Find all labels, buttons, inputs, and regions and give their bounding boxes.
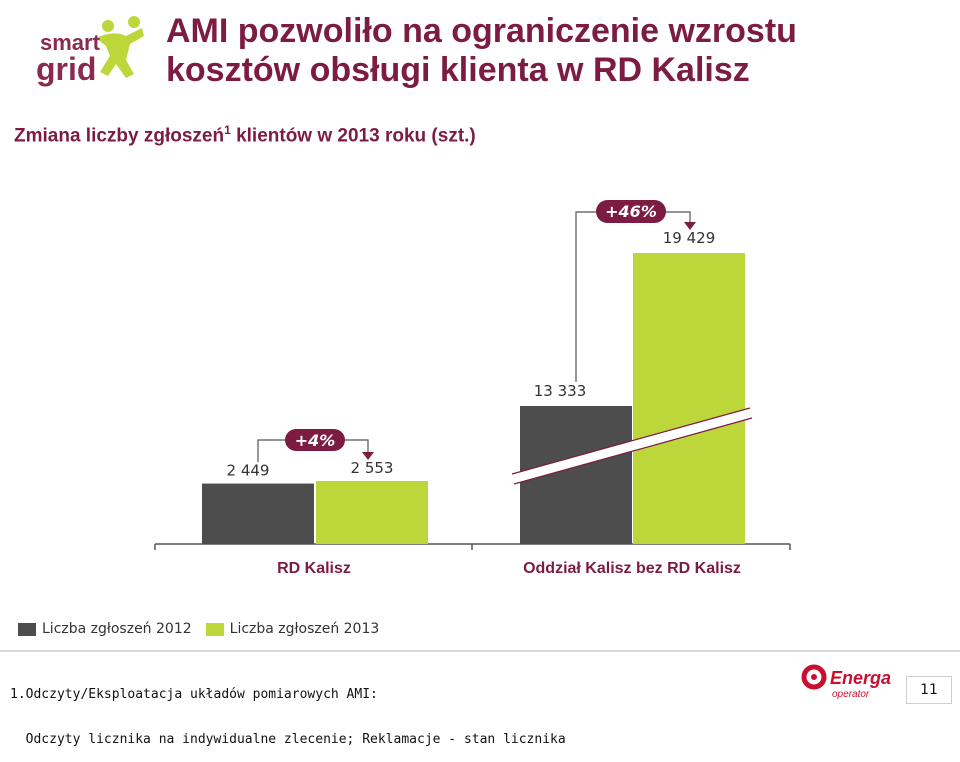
growth-badge-rd-kalisz xyxy=(285,429,345,451)
logo-text-grid: grid xyxy=(36,51,96,87)
title-line-2: kosztów obsługi klienta w RD Kalisz xyxy=(166,51,750,89)
logo-text-smart: smart xyxy=(40,30,101,55)
subtitle-rest: klientów w 2013 roku (szt.) xyxy=(230,125,476,147)
smart-grid-logo: smart grid xyxy=(36,16,144,87)
bar-2013-oddzial-kalisz xyxy=(633,253,745,544)
energa-logo-subtext: operator xyxy=(832,689,870,700)
growth-arrow-oddzial-kalisz xyxy=(684,222,696,230)
growth-arrow-rd-kalisz xyxy=(362,452,374,460)
subtitle-main: Zmiana liczby zgłoszeń xyxy=(14,125,225,147)
chart-legend: Liczba zgłoszeń 2012 Liczba zgłoszeń 201… xyxy=(18,621,393,637)
energa-logo-text: Energa xyxy=(830,668,891,688)
footer-divider xyxy=(0,650,960,652)
legend-label-2012: Liczba zgłoszeń 2012 xyxy=(42,621,192,637)
bar-chart: 2 449 2 553 13 333 19 429 +4% +46% RD Kalisz Od… xyxy=(154,200,791,577)
axis-break-band xyxy=(512,408,752,484)
legend-swatch-2013 xyxy=(205,622,224,636)
data-label-2013-rd-kalisz: 2 553 xyxy=(351,459,394,477)
bar-2013-rd-kalisz xyxy=(316,481,428,544)
energa-logo: Energa operator xyxy=(801,664,891,700)
footnote-line-1: 1.Odczyty/Eksploatacja układów pomiarowy… xyxy=(10,687,378,702)
footnote: 1.Odczyty/Eksploatacja układów pomiarowy… xyxy=(10,657,566,762)
footnote-line-2: Odczyty licznika na indywidualne zleceni… xyxy=(10,732,566,747)
bar-2012-rd-kalisz xyxy=(202,483,314,544)
data-label-2012-oddzial-kalisz: 13 333 xyxy=(534,382,587,400)
legend-label-2013: Liczba zgłoszeń 2013 xyxy=(229,621,380,637)
chart-subtitle: Zmiana liczby zgłoszeń1 klientów w 2013 … xyxy=(14,123,476,147)
growth-badge-oddzial-kalisz xyxy=(596,200,666,223)
legend-item-2013: Liczba zgłoszeń 2013 xyxy=(205,621,380,637)
data-label-2013-oddzial-kalisz: 19 429 xyxy=(663,229,716,247)
axis-break-line-bottom xyxy=(513,417,753,485)
axis-break-line-top xyxy=(511,407,751,475)
category-label-rd-kalisz: RD Kalisz xyxy=(277,560,351,577)
category-label-oddzial-kalisz: Oddział Kalisz bez RD Kalisz xyxy=(523,560,741,577)
legend-item-2012: Liczba zgłoszeń 2012 xyxy=(18,621,192,637)
subtitle-footnote-marker: 1 xyxy=(224,123,231,137)
growth-label-rd-kalisz: +4% xyxy=(295,431,336,450)
legend-swatch-2012 xyxy=(18,622,36,636)
page-title: AMI pozwoliło na ograniczenie wzrostu ko… xyxy=(166,12,797,90)
data-label-2012-rd-kalisz: 2 449 xyxy=(227,462,270,480)
page-number: 11 xyxy=(906,676,952,704)
title-line-1: AMI pozwoliło na ograniczenie wzrostu xyxy=(166,12,797,50)
growth-label-oddzial-kalisz: +46% xyxy=(605,202,657,221)
